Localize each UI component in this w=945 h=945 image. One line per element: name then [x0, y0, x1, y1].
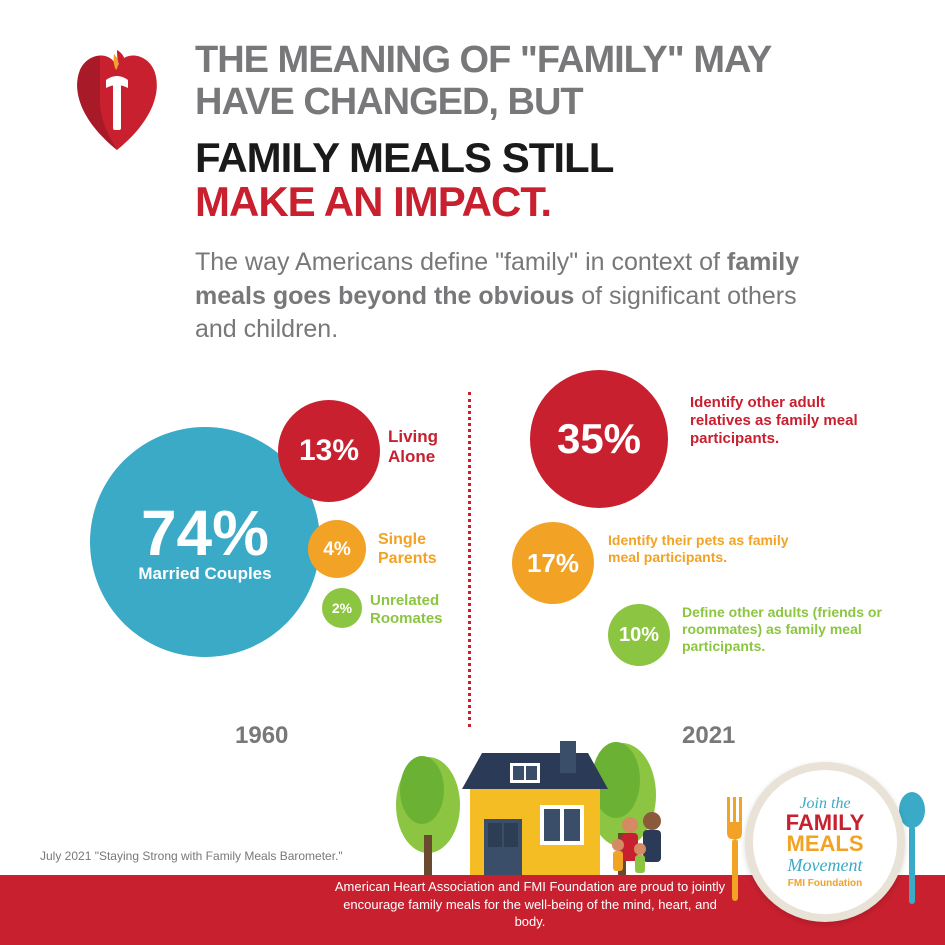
alone-pct: 13%: [299, 436, 359, 466]
bubble-living-alone: 13%: [278, 400, 380, 502]
heart-torch-logo-icon: [70, 40, 165, 160]
label-adult-relatives: Identify other adult relatives as family…: [690, 394, 890, 448]
label-living-alone: Living Alone: [388, 427, 458, 468]
title-line-1: THE MEANING OF "FAMILY" MAY HAVE CHANGED…: [195, 40, 875, 124]
bubble-other-adults: 10%: [608, 604, 670, 666]
citation: July 2021 "Staying Strong with Family Me…: [40, 849, 343, 863]
label-unrelated-roommates: Unrelated Roomates: [370, 592, 460, 628]
badge-meals: MEALS: [787, 834, 864, 855]
bubble-unrelated-roommates: 2%: [322, 588, 362, 628]
title-block: THE MEANING OF "FAMILY" MAY HAVE CHANGED…: [195, 40, 875, 224]
bubble-pets: 17%: [512, 522, 594, 604]
family-meals-movement-badge: Join the FAMILY MEALS Movement FMI Found…: [735, 757, 915, 937]
year-2021: 2021: [682, 722, 735, 750]
title-line-2: FAMILY MEALS STILL: [195, 136, 875, 180]
footer-text: American Heart Association and FMI Found…: [330, 878, 730, 931]
bubble-single-parents: 4%: [308, 520, 366, 578]
house-family-icon: [380, 715, 680, 890]
year-divider: [468, 392, 471, 727]
single-pct: 4%: [323, 540, 350, 559]
badge-fmi: FMI Foundation: [788, 878, 862, 889]
room-pct: 2%: [332, 601, 352, 615]
title-line-3: MAKE AN IMPACT.: [195, 180, 875, 224]
label-other-adults: Define other adults (friends or roommate…: [682, 604, 912, 654]
header: THE MEANING OF "FAMILY" MAY HAVE CHANGED…: [0, 0, 945, 224]
relatives-pct: 35%: [557, 418, 641, 460]
label-pets: Identify their pets as family meal parti…: [608, 532, 818, 566]
others-pct: 10%: [619, 625, 659, 645]
bubble-adult-relatives: 35%: [530, 370, 668, 508]
subheading: The way Americans define "family" in con…: [0, 224, 945, 347]
married-pct: 74%: [141, 501, 269, 565]
label-single-parents: Single Parents: [378, 530, 458, 568]
subhead-pre: The way Americans define "family" in con…: [195, 248, 727, 276]
badge-movement: Movement: [788, 855, 863, 876]
married-label: Married Couples: [138, 565, 271, 584]
year-1960: 1960: [235, 722, 288, 750]
pets-pct: 17%: [527, 550, 579, 576]
plate-icon: Join the FAMILY MEALS Movement FMI Found…: [745, 762, 905, 922]
